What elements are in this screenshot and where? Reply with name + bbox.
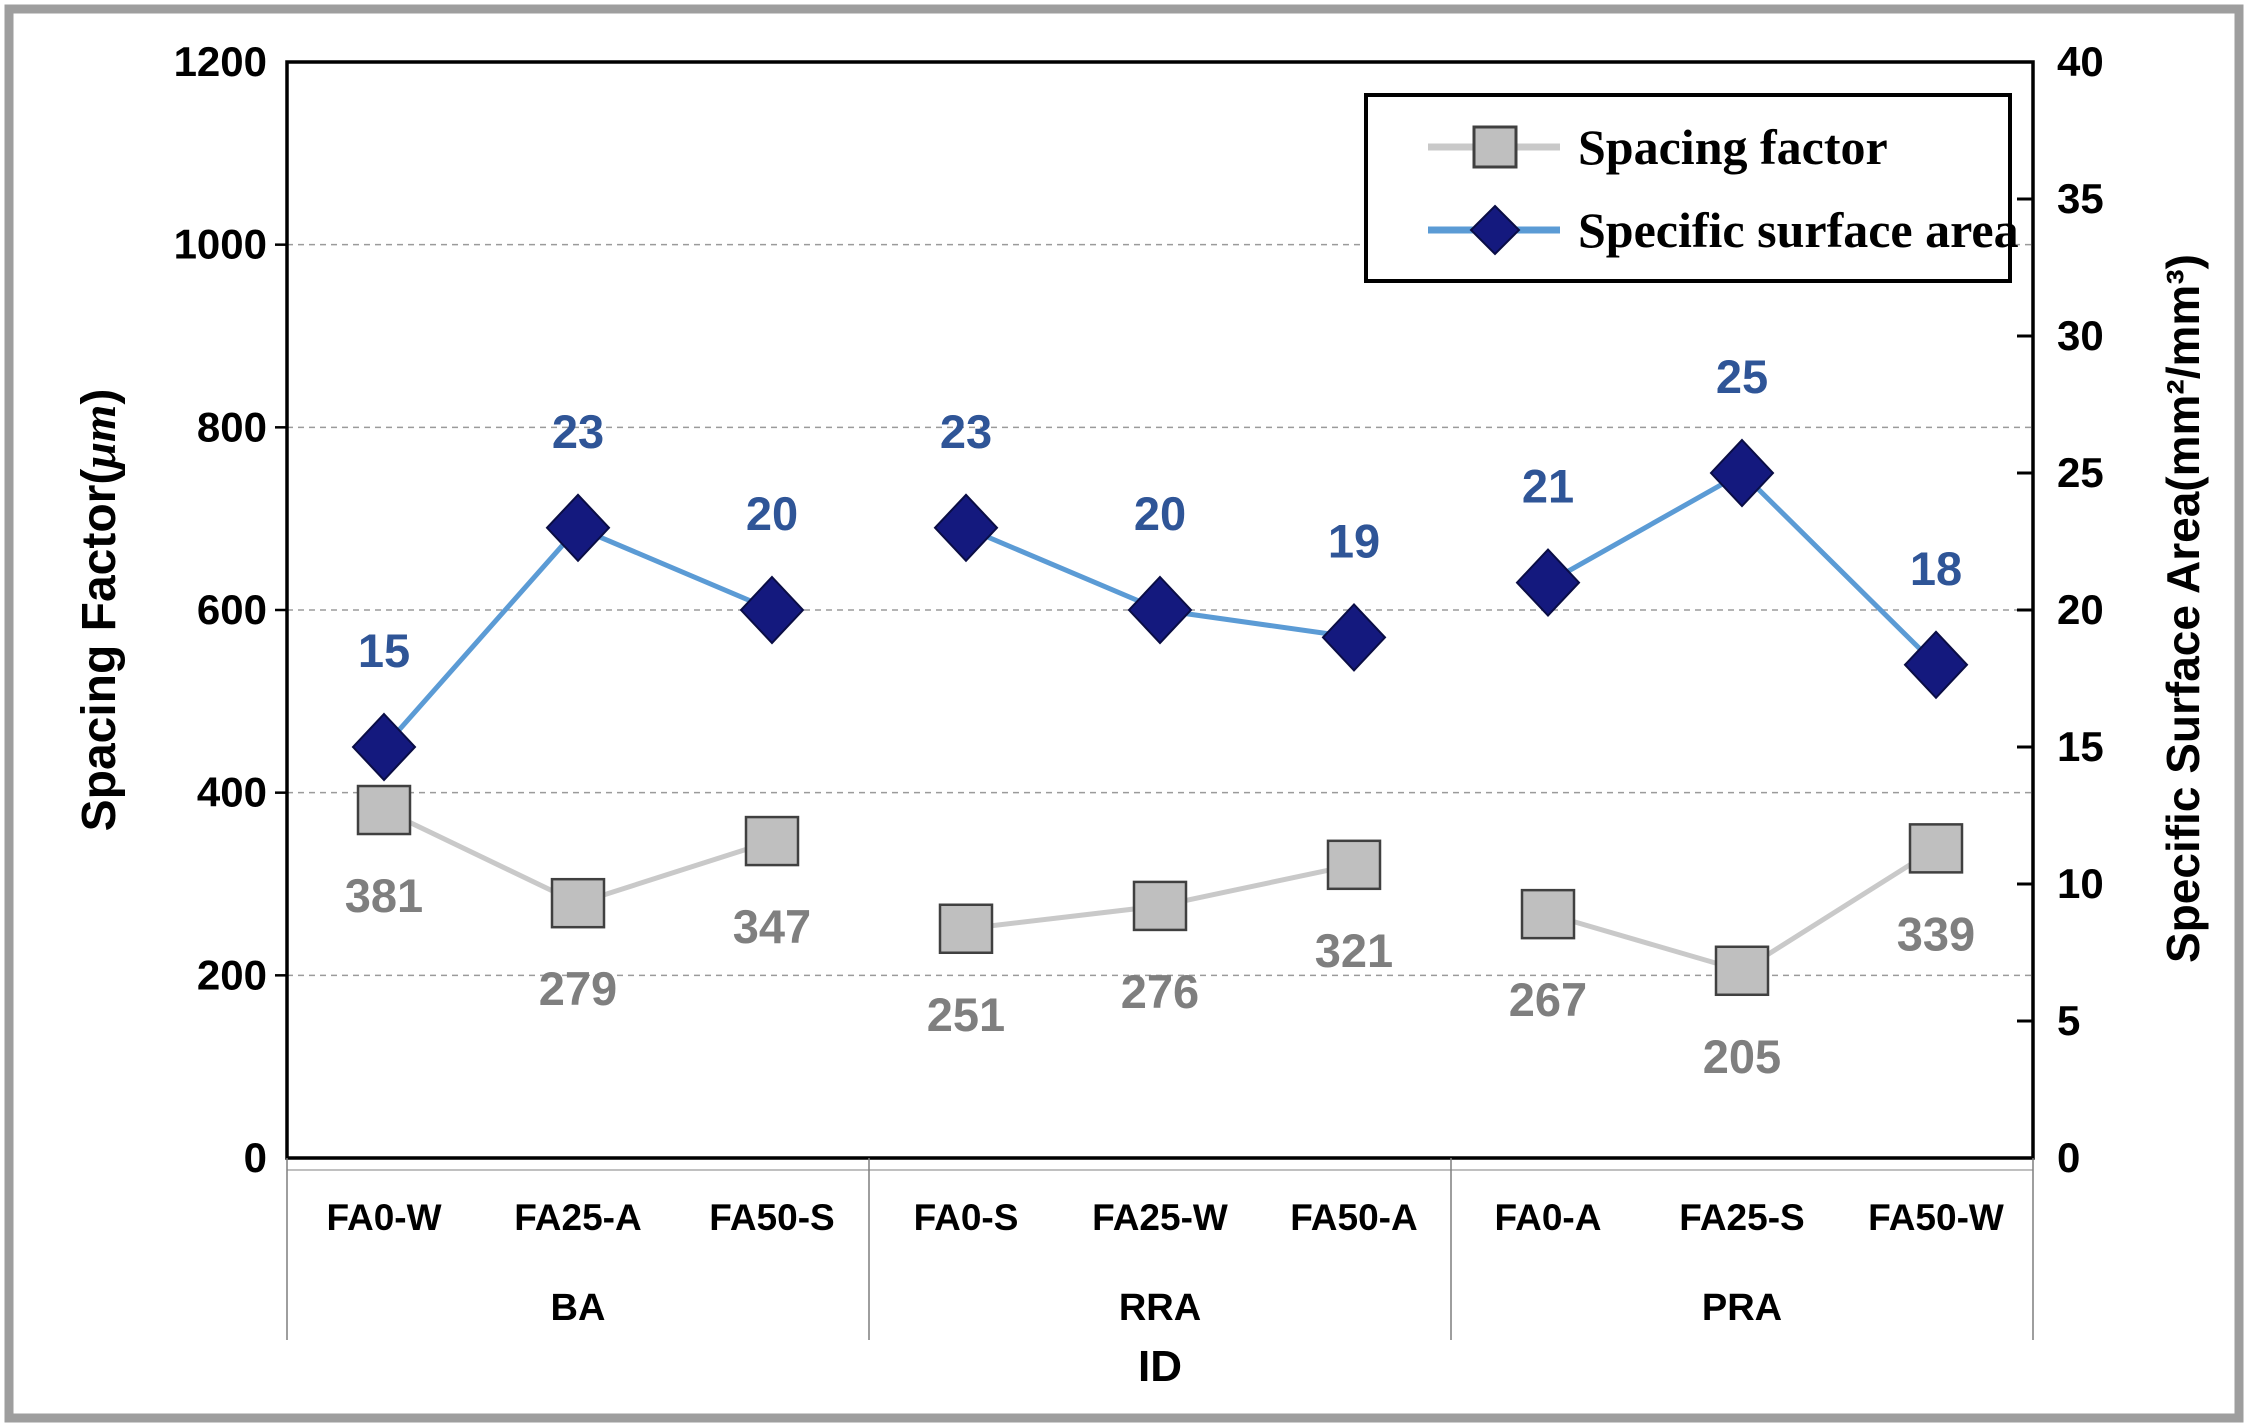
data-label-diamond: 23 [552, 405, 604, 458]
marker-diamond [1903, 630, 1969, 700]
marker-diamond [933, 493, 999, 563]
data-label-square: 279 [539, 962, 617, 1015]
category-label: FA0-W [326, 1197, 441, 1238]
marker-square [744, 815, 800, 867]
data-label-diamond: 15 [358, 624, 410, 677]
right-axis-tick-label: 5 [2057, 997, 2080, 1044]
left-axis-tick-label: 0 [244, 1134, 267, 1181]
category-label: FA25-W [1092, 1197, 1228, 1238]
left-axis-title-suffix: ) [73, 388, 126, 405]
left-axis-title-unit: μm [73, 404, 126, 469]
legend-item-specific-surface-area: Specific surface area [1424, 201, 2019, 259]
marker-diamond [1515, 548, 1581, 618]
data-label-square: 251 [927, 988, 1005, 1041]
legend-label-spacing-factor: Spacing factor [1578, 118, 1888, 175]
right-axis-tick-label: 0 [2057, 1134, 2080, 1181]
marker-diamond [545, 493, 611, 563]
marker-diamond [1127, 575, 1193, 645]
outer-frame [4, 4, 2244, 1423]
data-label-square: 276 [1121, 965, 1199, 1018]
category-label: FA25-A [514, 1197, 641, 1238]
marker-diamond [1709, 438, 1775, 508]
data-label-diamond: 19 [1328, 514, 1380, 567]
marker-square [1520, 888, 1576, 940]
data-label-diamond: 20 [746, 487, 798, 540]
data-label-square: 321 [1315, 924, 1393, 977]
right-axis-tick-label: 30 [2057, 312, 2104, 359]
right-axis-tick-label: 15 [2057, 723, 2104, 770]
marker-square [550, 877, 606, 929]
group-label: RRA [1119, 1287, 1201, 1329]
marker-square [1132, 880, 1188, 932]
data-label-square: 339 [1897, 907, 1975, 960]
data-label-square: 205 [1703, 1030, 1781, 1083]
left-axis-tick-label: 600 [197, 586, 267, 633]
group-label: PRA [1702, 1287, 1782, 1329]
right-axis-tick-label: 40 [2057, 38, 2104, 85]
diamond-marker-icon [1428, 204, 1560, 255]
left-axis-tick-label: 1000 [174, 221, 267, 268]
legend: Spacing factor Specific surface area [1364, 93, 2019, 283]
marker-diamond [739, 575, 805, 645]
marker-square [1908, 823, 1964, 874]
right-axis-tick-label: 25 [2057, 449, 2104, 496]
data-label-diamond: 23 [940, 405, 992, 458]
left-axis-title: Spacing Factor(μm) [65, 257, 135, 963]
right-axis-tick-label: 35 [2057, 175, 2104, 222]
data-label-square: 381 [345, 869, 423, 922]
category-label: FA50-W [1868, 1197, 2004, 1238]
data-label-diamond: 21 [1522, 460, 1574, 513]
data-label-square: 347 [733, 900, 811, 953]
square-marker-icon [1428, 125, 1560, 168]
left-axis-tick-label: 200 [197, 951, 267, 998]
marker-square [1714, 945, 1770, 997]
data-label-square: 267 [1509, 973, 1587, 1026]
marker-diamond [351, 712, 417, 782]
marker-diamond [1321, 602, 1387, 672]
category-label: FA50-A [1290, 1197, 1417, 1238]
right-axis-tick-label: 10 [2057, 860, 2104, 907]
data-label-diamond: 25 [1716, 350, 1768, 403]
category-label: FA0-A [1495, 1197, 1602, 1238]
right-axis-title: Specific Surface Area(mm²/mm³) [2157, 254, 2209, 963]
x-axis-title: ID [1138, 1342, 1182, 1391]
left-axis-tick-label: 800 [197, 403, 267, 450]
legend-label-specific-surface-area: Specific surface area [1578, 201, 2019, 258]
marker-square [356, 784, 412, 836]
legend-item-spacing-factor: Spacing factor [1424, 118, 2008, 176]
category-label: FA25-S [1679, 1197, 1804, 1238]
data-label-diamond: 18 [1910, 542, 1962, 595]
marker-square [1326, 839, 1382, 891]
marker-square [938, 903, 994, 955]
right-axis-tick-label: 20 [2057, 586, 2104, 633]
left-axis-title-prefix: Spacing Factor( [73, 468, 126, 832]
data-label-diamond: 20 [1134, 487, 1186, 540]
left-axis-tick-label: 400 [197, 769, 267, 816]
category-label: FA0-S [914, 1197, 1019, 1238]
category-label: FA50-S [709, 1197, 834, 1238]
left-axis-tick-label: 1200 [174, 38, 267, 85]
group-label: BA [551, 1287, 606, 1329]
